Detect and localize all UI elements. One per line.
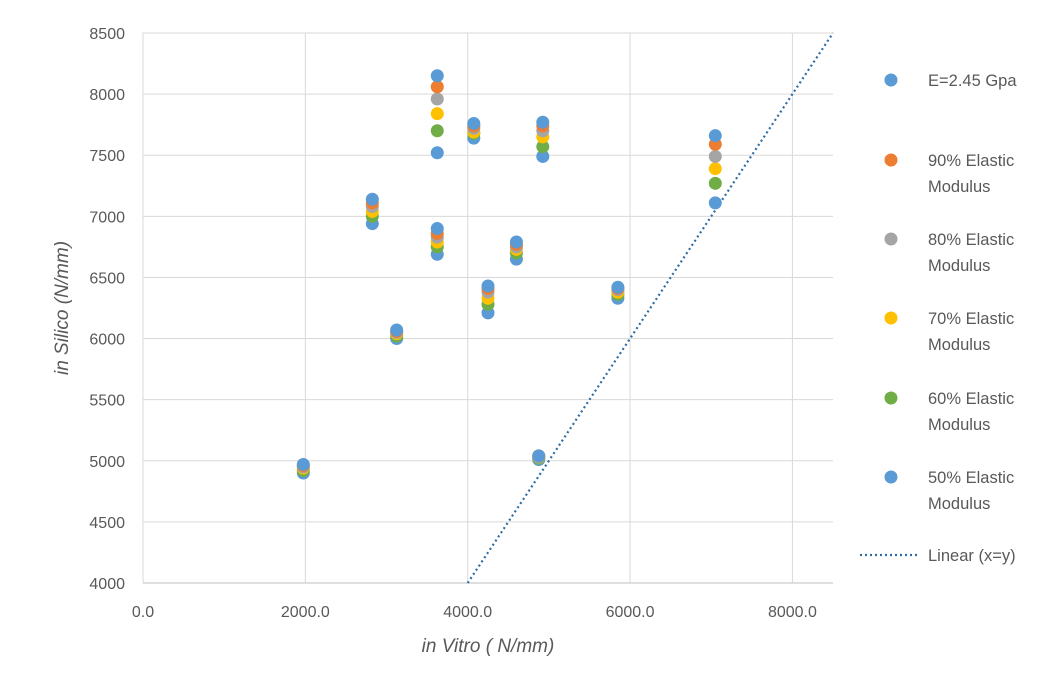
data-point (708, 196, 722, 210)
x-axis-title: in Vitro ( N/mm) (422, 636, 555, 657)
legend-marker (884, 391, 898, 405)
legend-marker (884, 311, 898, 325)
data-point (430, 124, 444, 138)
legend: E=2.45 Gpa 90% Elastic Modulus 80% Elastic M… (860, 72, 1017, 565)
data-point (430, 222, 444, 236)
data-point (390, 323, 404, 337)
legend-label: 90% Elastic Modulus (928, 152, 1014, 196)
legend-label-line: Modulus (928, 495, 990, 513)
trendline (466, 32, 834, 584)
legend-marker (884, 73, 898, 87)
data-point (481, 279, 495, 293)
legend-label-line: 90% Elastic (928, 152, 1014, 170)
data-point (430, 107, 444, 121)
y-tick-label: 7000 (89, 209, 125, 226)
data-point (509, 235, 523, 249)
data-point (532, 449, 546, 463)
y-tick-label: 5000 (89, 454, 125, 471)
x-tick-label: 6000.0 (606, 604, 655, 621)
x-tick-label: 0.0 (132, 604, 154, 621)
legend-label-line: Modulus (928, 416, 990, 434)
y-tick-label: 6500 (89, 270, 125, 287)
data-point (708, 129, 722, 143)
legend-label-line: 60% Elastic (928, 390, 1014, 408)
data-point (708, 176, 722, 190)
legend-label-line: Modulus (928, 336, 990, 354)
legend-marker (884, 470, 898, 484)
y-tick-label: 8500 (89, 26, 125, 43)
data-point (536, 149, 550, 163)
legend-label-line: Modulus (928, 257, 990, 275)
data-point (611, 280, 625, 294)
data-point (467, 116, 481, 130)
axes (142, 33, 833, 584)
data-point (430, 80, 444, 94)
x-tick-label: 4000.0 (443, 604, 492, 621)
data-point (430, 92, 444, 106)
x-tick-label: 8000.0 (768, 604, 817, 621)
y-tick-label: 4000 (89, 576, 125, 593)
data-point (430, 146, 444, 160)
legend-marker (884, 232, 898, 246)
legend-label-line: Modulus (928, 178, 990, 196)
y-tick-label: 5500 (89, 393, 125, 410)
legend-label-line: 50% Elastic (928, 469, 1014, 487)
legend-label-line: 80% Elastic (928, 231, 1014, 249)
data-point (296, 457, 310, 471)
data-points (296, 69, 722, 480)
data-point (708, 149, 722, 163)
y-tick-label: 8000 (89, 87, 125, 104)
legend-label: 80% Elastic Modulus (928, 231, 1014, 275)
tick-labels: 4000 4500 5000 5500 6000 6500 7000 7500 8000 8500… (89, 26, 817, 621)
data-point (708, 162, 722, 176)
legend-label: 60% Elastic Modulus (928, 390, 1014, 434)
legend-label: 70% Elastic Modulus (928, 310, 1014, 354)
data-point (365, 192, 379, 206)
y-tick-label: 7500 (89, 148, 125, 165)
x-tick-label: 2000.0 (281, 604, 330, 621)
y-tick-label: 6000 (89, 332, 125, 349)
legend-label: E=2.45 Gpa (928, 72, 1017, 90)
legend-label: Linear (x=y) (928, 547, 1016, 565)
legend-label: 50% Elastic Modulus (928, 469, 1014, 513)
trendline-layer (466, 32, 834, 584)
y-axis-title: in Silico (N/mm) (52, 241, 73, 375)
data-point (536, 140, 550, 154)
data-point (536, 115, 550, 129)
legend-label-line: 70% Elastic (928, 310, 1014, 328)
data-point (430, 69, 444, 83)
y-tick-label: 4500 (89, 515, 125, 532)
legend-marker (884, 153, 898, 167)
